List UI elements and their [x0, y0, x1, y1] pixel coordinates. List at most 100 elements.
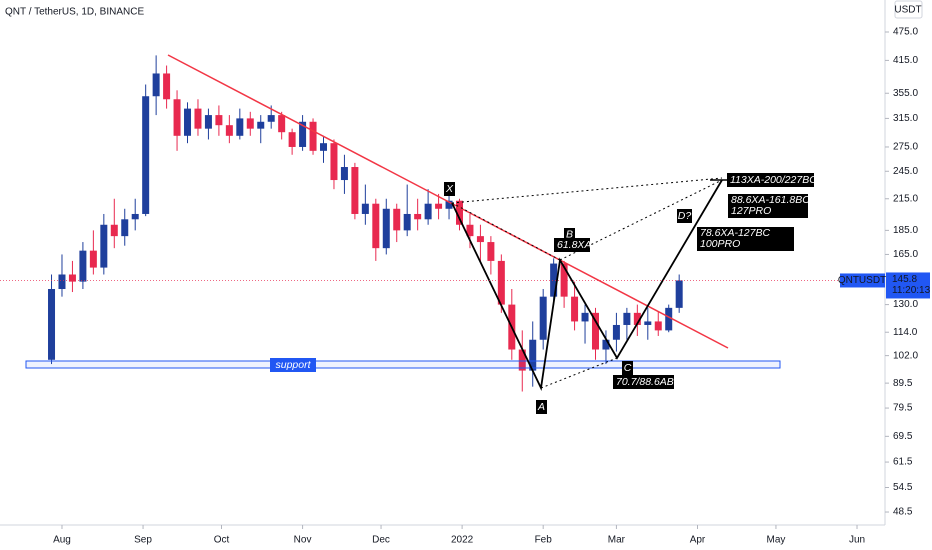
annotation-box	[697, 227, 794, 251]
annotation-box	[554, 238, 590, 252]
annotation-box	[564, 228, 575, 241]
candle-body	[58, 274, 66, 290]
candle-body	[455, 200, 463, 225]
candle-body	[68, 274, 76, 282]
price-tag	[886, 272, 930, 299]
chart-title: QNT / TetherUS, 1D, BINANCE	[5, 7, 144, 18]
candle-body	[89, 250, 97, 268]
price-tag-value: 145.8	[892, 274, 917, 285]
y-tick-label: 48.5	[893, 507, 913, 518]
candle-body	[110, 224, 118, 237]
candle-body	[79, 250, 87, 282]
candle-body	[215, 115, 223, 126]
candle-body	[414, 213, 422, 220]
annotation-label: 70.7/88.6AB	[616, 376, 674, 388]
y-tick-label: 165.0	[893, 249, 918, 260]
y-tick-label: 69.5	[893, 431, 913, 442]
candle-body	[497, 260, 505, 305]
x-tick-label: Sep	[134, 535, 152, 546]
y-tick-label: 130.0	[893, 299, 918, 310]
y-tick-label: 355.0	[893, 88, 918, 99]
candle-body	[571, 296, 579, 322]
annotation-box	[613, 375, 674, 389]
candle-body	[299, 121, 307, 147]
candle-body	[675, 280, 683, 308]
candle-body	[288, 132, 296, 147]
y-tick-label: 61.5	[893, 457, 913, 468]
x-tick-label: Jun	[849, 535, 865, 546]
candle-body	[581, 312, 589, 322]
annotation-label: C	[624, 362, 632, 374]
support-zone	[25, 360, 781, 369]
candle-body	[476, 236, 484, 243]
y-tick-label: 215.0	[893, 193, 918, 204]
currency-box	[894, 0, 923, 19]
candle-body	[591, 312, 599, 350]
support-label: support	[275, 359, 311, 371]
ac-line	[540, 357, 618, 389]
xd-line	[451, 177, 723, 204]
candle-body	[100, 224, 108, 268]
candle-body	[278, 115, 286, 133]
candle-body	[466, 224, 474, 237]
x-tick-label: Apr	[690, 535, 706, 546]
candle-body	[435, 203, 443, 209]
candle-body	[445, 200, 453, 209]
candle-body	[204, 115, 212, 129]
candle-body	[529, 339, 537, 371]
candles	[48, 55, 683, 392]
candle-body	[194, 108, 202, 129]
candle-body	[612, 324, 620, 340]
x-tick-label: 2022	[451, 535, 474, 546]
candle-body	[320, 143, 328, 151]
annotation-label: D?	[678, 210, 692, 222]
annotation-label: 88.6XA-161.8BC	[731, 194, 810, 206]
candle-body	[246, 118, 254, 129]
candle-body	[340, 167, 348, 181]
candle-body	[267, 115, 275, 122]
y-tick-label: 275.0	[893, 142, 918, 153]
x-tick-label: Feb	[535, 535, 553, 546]
annotation-label: B	[566, 228, 573, 240]
candle-body	[424, 203, 432, 220]
y-tick-label: 102.0	[893, 350, 918, 361]
trend-line	[167, 54, 729, 349]
y-tick-label: 54.5	[893, 482, 913, 493]
annotation-label: 127PRO	[731, 205, 771, 217]
y-tick-label: 185.0	[893, 225, 918, 236]
annotation-label: 113XA-200/227BC	[730, 174, 817, 186]
annotation-box	[677, 209, 692, 223]
candle-body	[518, 349, 526, 371]
annotation-label: 100PRO	[700, 238, 740, 250]
annotation-box	[727, 173, 814, 187]
candle-body	[665, 307, 673, 331]
annotation-label: X	[445, 183, 454, 195]
annotation-labels: X A B61.8XA C 70.7/88.6AB D? 113XA-200/227BC 88…	[444, 173, 817, 414]
x-tick-label: Aug	[53, 535, 71, 546]
candle-body	[539, 296, 547, 340]
symbol-box	[840, 273, 885, 288]
candle-body	[393, 208, 401, 231]
candle-body	[184, 108, 192, 136]
annotation-label: 61.8XA	[557, 239, 591, 251]
candle-body	[309, 121, 317, 151]
candle-body	[173, 99, 181, 136]
y-tick-label: 114.0	[893, 327, 918, 338]
candle-body	[131, 213, 139, 220]
candle-body	[550, 263, 558, 297]
candle-body	[654, 321, 662, 331]
candle-body	[142, 96, 150, 214]
candle-body	[602, 339, 610, 350]
y-tick-label: 315.0	[893, 113, 918, 124]
annotation-box	[728, 194, 808, 218]
candle-body	[644, 321, 652, 325]
annotation-box	[444, 182, 455, 196]
candle-body	[225, 125, 233, 136]
candle-body	[330, 143, 338, 181]
candle-body	[382, 208, 390, 249]
y-tick-label: 89.5	[893, 378, 913, 389]
x-tick-label: May	[766, 535, 785, 546]
candle-body	[403, 213, 411, 231]
